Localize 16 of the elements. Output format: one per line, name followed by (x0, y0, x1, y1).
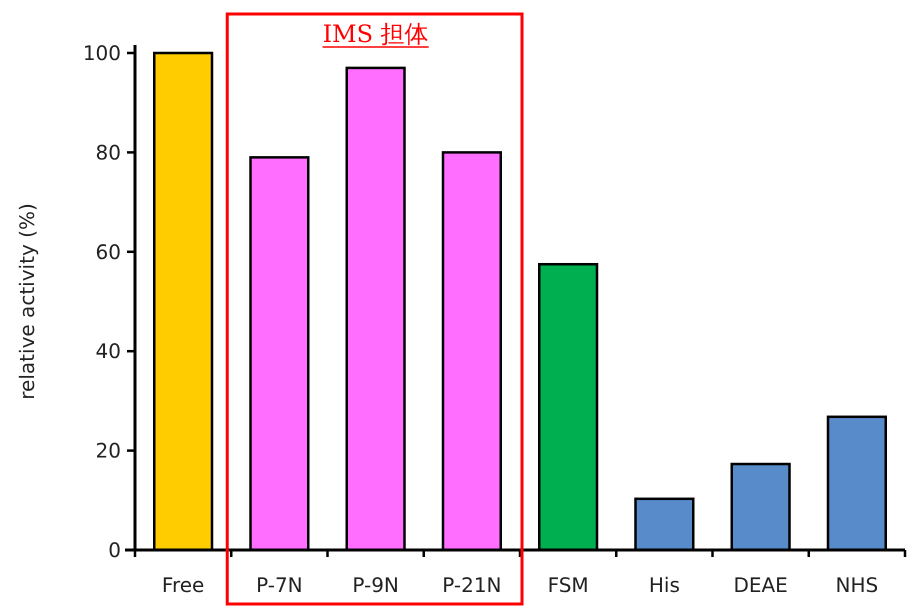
x-tick-label: DEAE (733, 573, 788, 597)
x-tick-label: P-9N (352, 573, 399, 597)
y-tick-label: 20 (96, 438, 121, 463)
y-tick-label: 100 (82, 41, 121, 65)
x-tick-label: P-21N (442, 573, 502, 597)
y-tick-label: 40 (96, 339, 121, 364)
y-tick-label: 60 (96, 240, 121, 264)
text: IMS 担体 (322, 20, 429, 48)
x-tick-label: NHS (836, 573, 878, 597)
x-tick-label: FSM (548, 573, 589, 597)
x-tick-label: His (648, 573, 680, 597)
y-tick-label: 80 (96, 140, 121, 164)
x-tick-label: P-7N (256, 573, 303, 597)
y-axis-title: relative activity (%) (15, 203, 39, 400)
y-tick-label: 0 (108, 538, 121, 562)
x-tick-label: Free (162, 573, 204, 597)
